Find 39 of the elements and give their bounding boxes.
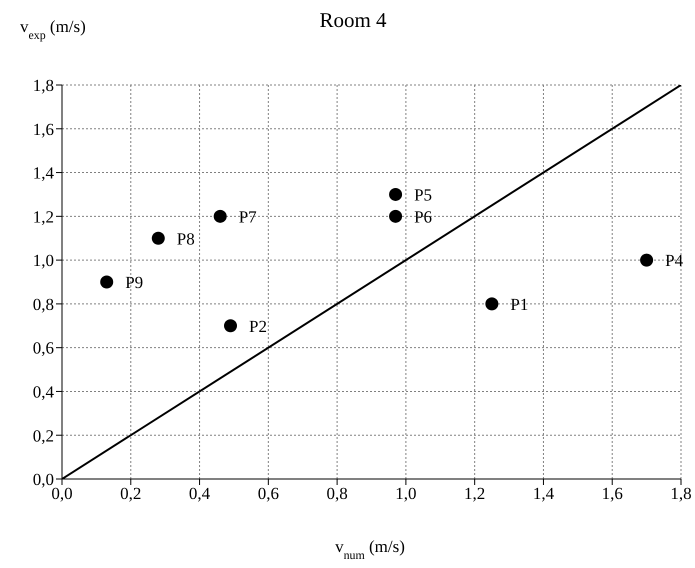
point	[640, 254, 654, 267]
data-label: P9	[125, 273, 144, 292]
x-tick-label: 0,4	[188, 484, 211, 504]
x-tick-label: 1,4	[532, 484, 555, 504]
chart-title: Room 4	[319, 8, 387, 32]
data-label: P4	[665, 251, 684, 270]
y-tick-label: 1,8	[32, 76, 54, 96]
data-label: P8	[176, 229, 195, 248]
x-tick-label: 0,0	[51, 484, 73, 504]
point	[485, 297, 498, 310]
y-tick-label: 1,0	[32, 251, 54, 270]
x-tick-label: 1,0	[395, 484, 417, 504]
y-tick-label: 1,4	[32, 164, 54, 183]
point	[152, 232, 165, 245]
y-tick-label: 0,8	[32, 294, 54, 314]
y-tick-label: 0,4	[32, 382, 54, 402]
y-tick-label: 0,2	[32, 426, 54, 446]
x-axis-title: v$_{num}$ (m/s)	[335, 537, 405, 562]
point	[389, 188, 402, 201]
point	[389, 210, 402, 223]
x-tick-label: 1,8	[670, 484, 692, 504]
data-label: P5	[414, 185, 432, 204]
y-axis-title: v$_{exp}$ (m/s)	[20, 17, 86, 42]
data-label: P2	[249, 316, 267, 336]
point	[224, 319, 238, 332]
y-tick-label: 1,6	[32, 120, 54, 139]
x-tick-label: 1,6	[602, 484, 623, 504]
point	[214, 210, 227, 223]
data-label: P7	[238, 207, 258, 226]
x-tick-label: 0,6	[258, 484, 279, 504]
y-tick-label: 1,2	[32, 207, 54, 226]
data-label: P6	[414, 207, 432, 226]
y-tick-label: 0,0	[32, 470, 54, 490]
y-tick-label: 0,6	[32, 338, 54, 358]
data-label: P1	[510, 294, 528, 314]
point	[100, 276, 114, 288]
x-tick-label: 0,2	[120, 484, 142, 504]
x-tick-label: 0,8	[326, 484, 348, 504]
x-tick-label: 1,2	[464, 484, 486, 504]
